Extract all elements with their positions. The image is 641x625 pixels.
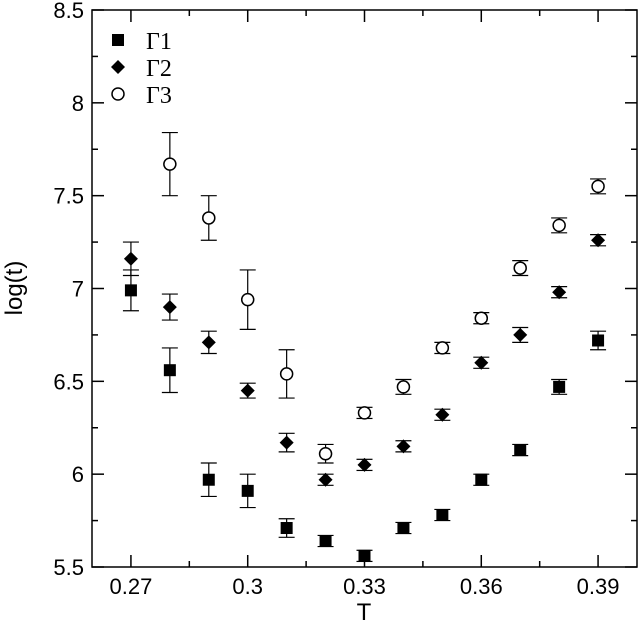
data-point (592, 334, 605, 347)
data-point (357, 406, 372, 420)
data-point (474, 311, 489, 325)
data-point (552, 218, 566, 233)
y-tick-label: 8 (72, 91, 84, 116)
data-point (318, 472, 333, 487)
data-point (552, 285, 567, 300)
x-tick-label: 0.39 (577, 574, 620, 599)
series-3 (161, 131, 607, 464)
data-point (279, 435, 294, 450)
data-point (513, 261, 527, 275)
data-point (514, 444, 527, 457)
y-tick-label: 8.5 (53, 0, 84, 23)
data-point (396, 380, 411, 394)
y-axis-ticks: 5.5 6 6.5 7 7.5 8 8.5 (53, 0, 637, 580)
y-tick-label: 7.5 (53, 184, 84, 209)
series-layer (122, 131, 607, 563)
data-point (553, 380, 566, 393)
x-axis-ticks: 0.27 0.3 0.33 0.36 0.39 (110, 10, 620, 599)
data-point (240, 383, 255, 398)
data-point (358, 549, 371, 562)
data-point (591, 233, 606, 248)
legend-marker-3 (111, 87, 125, 101)
data-point (124, 284, 137, 297)
data-point (280, 522, 293, 535)
data-point (241, 484, 254, 497)
x-tick-label: 0.33 (343, 574, 386, 599)
data-point (163, 364, 176, 377)
legend-marker-2 (111, 60, 125, 74)
data-point (357, 457, 372, 472)
series-1 (122, 269, 607, 563)
data-point (279, 367, 294, 381)
y-tick-label: 6.5 (53, 369, 84, 394)
data-point (202, 211, 216, 225)
x-tick-label: 0.36 (460, 574, 503, 599)
data-point (397, 522, 410, 535)
series-2 (122, 233, 607, 487)
legend-label-1: Γ1 (146, 29, 172, 55)
data-point (513, 327, 528, 342)
data-point (123, 251, 138, 266)
data-point (318, 446, 333, 461)
data-point (396, 439, 411, 454)
x-tick-label: 0.3 (232, 574, 263, 599)
y-tick-label: 5.5 (53, 555, 84, 580)
y-tick-label: 7 (72, 277, 84, 302)
x-tick-label: 0.27 (110, 574, 153, 599)
legend-marker-1 (112, 34, 124, 46)
data-point (435, 341, 450, 355)
y-tick-label: 6 (72, 462, 84, 487)
y-axis-title: log(t) (1, 261, 28, 316)
data-point (474, 355, 489, 370)
data-point (436, 509, 449, 522)
data-point (240, 292, 255, 307)
data-point (591, 179, 605, 194)
data-point (475, 473, 488, 486)
data-point (435, 407, 450, 422)
data-point (202, 473, 215, 486)
plot-frame (91, 9, 638, 568)
legend-label-3: Γ3 (146, 83, 172, 109)
data-point (162, 300, 177, 315)
legend-label-2: Γ2 (146, 56, 172, 82)
data-point (163, 157, 177, 171)
x-axis-title: T (357, 599, 372, 625)
data-point (201, 335, 216, 350)
data-point (319, 535, 332, 548)
